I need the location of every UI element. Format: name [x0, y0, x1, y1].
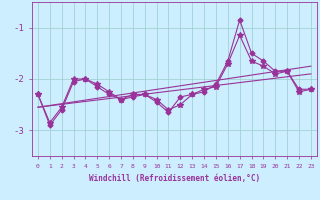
X-axis label: Windchill (Refroidissement éolien,°C): Windchill (Refroidissement éolien,°C): [89, 174, 260, 183]
